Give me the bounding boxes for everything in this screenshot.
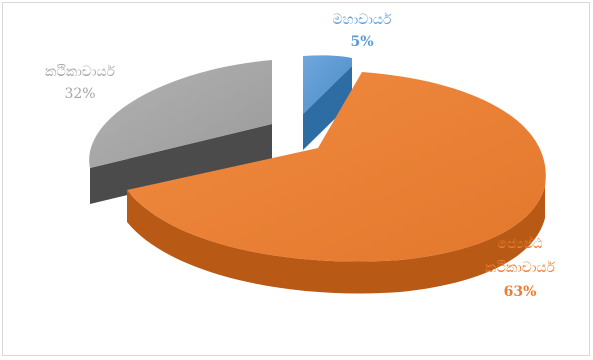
slice-senior-lecturer — [127, 72, 546, 294]
slice-senior-lecturer-top — [127, 72, 546, 262]
slice-lecturer-side — [90, 124, 272, 204]
label-professor-percent: 5% — [350, 34, 373, 50]
label-senior-lecturer-percent: 63% — [504, 284, 537, 300]
label-lecturer-percent: 32% — [64, 86, 95, 102]
label-professor: මහාචාර්ය 5% — [333, 12, 392, 50]
label-lecturer: කථිකාචාර්ය 32% — [45, 64, 116, 102]
label-senior-lecturer-line2: කථිකාචාර්ය — [485, 260, 556, 276]
slice-lecturer-top — [89, 60, 273, 168]
label-senior-lecturer-line1: ජ්‍යෙෂ්ඨ — [498, 236, 543, 252]
label-lecturer-name: කථිකාචාර්ය — [45, 64, 116, 80]
slice-professor-top — [303, 55, 352, 114]
slice-lecturer — [89, 60, 273, 204]
label-professor-name: මහාචාර්ය — [333, 12, 392, 28]
slice-professor — [303, 55, 352, 150]
label-senior-lecturer: ජ්‍යෙෂ්ඨ කථිකාචාර්ය 63% — [485, 236, 556, 300]
slice-senior-lecturer-side — [127, 186, 545, 294]
slice-professor-side — [303, 66, 352, 150]
